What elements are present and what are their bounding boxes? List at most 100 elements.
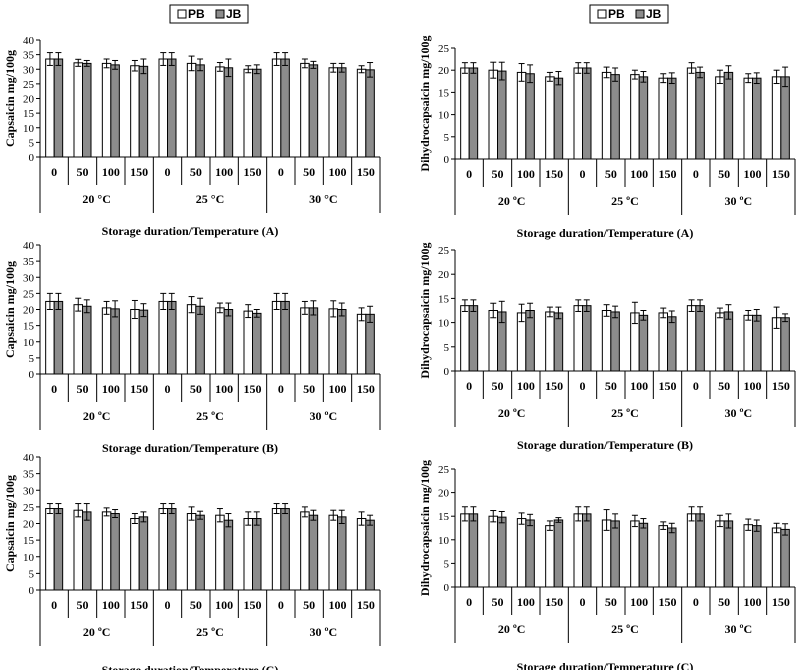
- y-tick-label: 5: [444, 132, 450, 144]
- bar-jb: [223, 67, 234, 158]
- bar-jb: [780, 317, 790, 372]
- bar-pb: [743, 524, 753, 588]
- group-label: 25 ºC: [196, 625, 224, 639]
- y-axis-label: Capsaicin mg/100g: [3, 50, 17, 147]
- bar-jb: [582, 67, 592, 160]
- chart-panel: 0 5 10 15 20 25 Dihydrocapsaicin mg/100g 0 50 100…: [418, 35, 796, 240]
- bar-pb: [601, 310, 612, 372]
- chart-panel: 0 5 10 15 20 25 30 35 40 Capsaicin mg/100g 0 50 100 1…: [3, 452, 381, 670]
- x-tick-label: 0: [693, 167, 699, 181]
- y-tick-label: 10: [438, 110, 450, 122]
- bar-pb: [356, 313, 367, 375]
- y-tick-label: 5: [444, 342, 450, 354]
- y-tick-label: 10: [438, 535, 450, 547]
- bar-jb: [667, 527, 677, 588]
- x-tick-label: 150: [545, 379, 563, 393]
- group-label: 20 ºC: [498, 406, 526, 420]
- bar-jb: [280, 300, 290, 375]
- bar-jb: [82, 62, 92, 158]
- y-tick-label: 5: [29, 353, 35, 365]
- x-tick-label: 150: [772, 379, 790, 393]
- bar-pb: [73, 62, 83, 158]
- y-tick-label: 20: [23, 305, 35, 317]
- y-tick-label: 35: [23, 50, 35, 62]
- bar-pb: [271, 300, 282, 375]
- group-label: 30 ºC: [725, 622, 753, 636]
- bar-pb: [715, 520, 725, 588]
- bar-pb: [488, 515, 498, 588]
- bar-jb: [610, 74, 620, 160]
- bar-jb: [667, 316, 677, 372]
- x-tick-label: 0: [466, 167, 472, 181]
- legend: PB JB: [169, 4, 249, 24]
- y-tick-label: 20: [23, 519, 35, 531]
- y-tick-label: 25: [438, 464, 450, 476]
- x-tick-label: 50: [77, 598, 89, 612]
- group-label: 25 ºC: [611, 194, 639, 208]
- x-tick-label: 0: [693, 379, 699, 393]
- bar-jb: [553, 77, 564, 160]
- bar-jb: [337, 67, 347, 158]
- x-tick-label: 50: [303, 382, 315, 396]
- y-tick-label: 25: [438, 43, 450, 55]
- group-label: 20 ºC: [83, 409, 111, 423]
- x-tick-label: 100: [329, 598, 347, 612]
- bar-pb: [356, 68, 367, 158]
- chart-panel: 0 5 10 15 20 25 30 35 40 Capsaicin mg/100g 0 50 100 1…: [3, 35, 381, 238]
- bar-jb: [308, 514, 319, 591]
- bar-jb: [695, 71, 705, 160]
- y-tick-label: 0: [444, 582, 450, 594]
- y-tick-label: 20: [438, 269, 450, 281]
- chart-panel: 0 5 10 15 20 25 Dihydrocapsaicin mg/100g 0 50 100…: [418, 242, 796, 452]
- bar-jb: [365, 519, 375, 591]
- bar-jb: [638, 314, 649, 372]
- bar-pb: [686, 67, 697, 160]
- x-tick-label: 150: [244, 598, 262, 612]
- y-tick-label: 35: [23, 256, 35, 268]
- legend-label-pb: PB: [608, 7, 625, 21]
- bar-pb: [488, 310, 498, 372]
- bar-jb: [525, 310, 535, 372]
- x-tick-label: 0: [580, 167, 586, 181]
- bar-jb: [780, 76, 790, 160]
- bar-pb: [488, 69, 498, 160]
- bar-jb: [138, 65, 149, 158]
- group-label: 30 ºC: [725, 194, 753, 208]
- bar-pb: [158, 58, 168, 158]
- x-axis-label: Storage duration/Temperature (C): [517, 660, 694, 670]
- bar-jb: [638, 76, 649, 160]
- bar-jb: [610, 520, 620, 588]
- bar-pb: [771, 76, 782, 160]
- y-tick-label: 15: [23, 108, 35, 120]
- x-tick-label: 0: [466, 379, 472, 393]
- y-tick-label: 20: [438, 488, 450, 500]
- x-tick-label: 50: [303, 598, 315, 612]
- bar-jb: [525, 73, 535, 160]
- x-tick-label: 100: [744, 379, 762, 393]
- bar-jb: [695, 513, 705, 588]
- bar-pb: [516, 71, 527, 160]
- x-tick-label: 0: [165, 165, 171, 179]
- bar-jb: [365, 69, 375, 158]
- y-tick-label: 25: [23, 79, 35, 91]
- x-tick-label: 50: [303, 165, 315, 179]
- y-tick-label: 40: [23, 35, 35, 47]
- bar-pb: [73, 509, 83, 591]
- bar-pb: [271, 508, 282, 591]
- bar-pb: [45, 508, 55, 591]
- x-tick-label: 100: [329, 165, 347, 179]
- bar-pb: [130, 309, 140, 375]
- legend-label-jb: JB: [226, 7, 242, 21]
- bar-pb: [186, 62, 197, 158]
- bar-pb: [300, 511, 310, 591]
- bar-jb: [582, 305, 592, 372]
- y-axis-label: Capsaicin mg/100g: [3, 475, 17, 572]
- bar-pb: [658, 525, 668, 588]
- x-tick-label: 50: [492, 167, 504, 181]
- y-tick-label: 40: [23, 452, 35, 464]
- group-label: 30 ºC: [310, 625, 338, 639]
- bar-pb: [73, 304, 83, 375]
- x-tick-label: 150: [659, 379, 677, 393]
- group-label: 30 ºC: [725, 406, 753, 420]
